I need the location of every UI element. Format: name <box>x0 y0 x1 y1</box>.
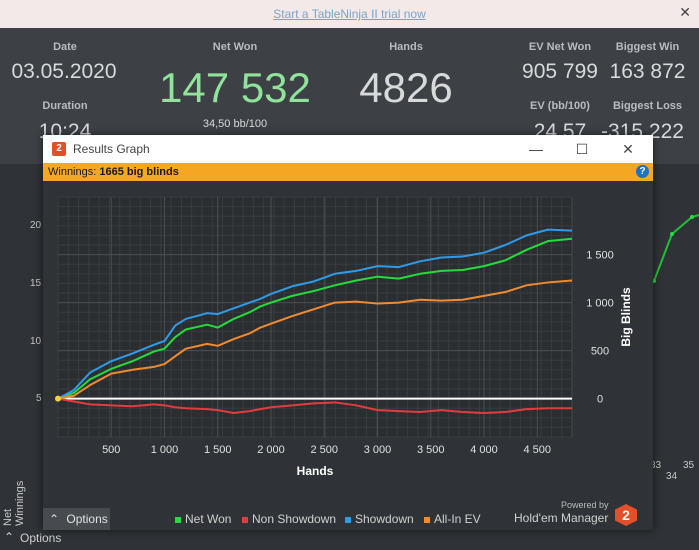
results-chart: 500 1 000 1 500 2 000 2 500 3 000 3 500 4 000 4 … <box>55 196 633 478</box>
duration-label: Duration <box>42 100 88 112</box>
window-titlebar[interactable]: 2 Results Graph — ☐ ✕ <box>43 135 653 163</box>
options-button[interactable]: ⌃ Options <box>43 508 110 530</box>
maximize-button[interactable]: ☐ <box>575 141 589 157</box>
chevron-up-icon: ⌃ <box>49 512 60 526</box>
x-tick-label: 1 500 <box>204 444 232 456</box>
legend-item-net-won: Net Won <box>175 512 231 526</box>
date-value: 03.05.2020 <box>11 60 117 83</box>
promo-close-icon[interactable]: ✕ <box>679 4 691 20</box>
ev-net-won-value: 905 799 <box>522 60 598 83</box>
background-y-tick: 15 <box>30 278 42 289</box>
x-tick-label: 3 000 <box>364 444 392 456</box>
powered-by-label: Powered by <box>561 500 609 510</box>
background-y-tick: 5 <box>36 393 42 404</box>
x-axis-title: Hands <box>297 464 334 478</box>
series-line-net-won <box>57 237 573 400</box>
legend-swatch <box>345 516 351 523</box>
legend-item-all-in-ev: All-In EV <box>424 512 481 526</box>
hm2-logo-icon: 2 <box>615 504 637 526</box>
series-line-showdown <box>57 228 573 400</box>
ev-net-won-label: EV Net Won <box>528 41 592 53</box>
trial-link[interactable]: Start a TableNinja II trial now <box>273 7 426 21</box>
start-marker <box>55 395 61 402</box>
legend-label: Non Showdown <box>252 512 337 526</box>
x-tick-label: 2 500 <box>311 444 339 456</box>
background-x-tick: 35 <box>683 460 695 471</box>
net-won-value: 147 532 <box>159 64 311 111</box>
background-y-tick: 10 <box>30 336 42 347</box>
legend-label: All-In EV <box>434 512 481 526</box>
date-label: Date <box>53 41 77 53</box>
ev-bb100-label: EV (bb/100) <box>530 100 590 112</box>
legend-swatch <box>175 516 181 523</box>
biggest-win-label: Biggest Win <box>615 41 680 53</box>
y-tick-label: 1 500 <box>586 250 614 262</box>
background-options-label: Options <box>20 531 62 545</box>
x-tick-label: 3 500 <box>417 444 445 456</box>
winnings-bar: Winnings: 1665 big blinds ? <box>43 163 653 181</box>
legend-label: Net Won <box>185 512 232 526</box>
legend-label: Showdown <box>355 512 414 526</box>
winnings-label: Winnings: <box>48 166 97 178</box>
series-line-all-in-ev <box>57 279 573 400</box>
options-label: Options <box>66 512 108 526</box>
series-line-non-showdown <box>57 397 572 414</box>
x-tick-label: 2 000 <box>257 444 285 456</box>
help-icon[interactable]: ? <box>636 165 649 178</box>
net-won-bb100: 34,50 bb/100 <box>202 118 268 130</box>
y-tick-label: 0 <box>597 394 603 406</box>
promo-bar: Start a TableNinja II trial now ✕ <box>0 0 699 28</box>
hands-label: Hands <box>389 41 423 53</box>
legend-item-showdown: Showdown <box>345 512 414 526</box>
brand-name: Hold'em Manager <box>514 511 609 525</box>
biggest-win-value: 163 872 <box>609 60 686 83</box>
window-title: Results Graph <box>73 142 150 156</box>
hands-value: 4826 <box>359 64 453 111</box>
x-tick-label: 4 000 <box>470 444 498 456</box>
net-won-label: Net Won <box>212 41 258 53</box>
background-y-tick: 20 <box>30 220 42 231</box>
biggest-loss-label: Biggest Loss <box>612 100 683 112</box>
background-x-tick: 33 <box>650 460 662 471</box>
y-axis-title: Big Blinds <box>619 287 633 347</box>
background-line-fragment <box>652 214 699 283</box>
minimize-button[interactable]: — <box>529 141 543 157</box>
legend-swatch <box>242 516 248 523</box>
background-y-label: Net Winnings <box>2 480 26 526</box>
x-tick-label: 4 500 <box>524 444 552 456</box>
x-tick-label: 500 <box>102 444 120 456</box>
x-tick-label: 1 000 <box>151 444 179 456</box>
app-logo-icon: 2 <box>52 142 66 156</box>
background-x-tick: 34 <box>666 471 678 482</box>
close-button[interactable]: ✕ <box>622 141 634 157</box>
winnings-value: 1665 big blinds <box>99 166 179 178</box>
background-options-button[interactable]: ⌃ Options <box>0 526 80 550</box>
chevron-up-icon: ⌃ <box>4 530 15 544</box>
legend-swatch <box>424 516 430 523</box>
legend-item-non-showdown: Non Showdown <box>242 512 336 526</box>
y-tick-label: 1 000 <box>586 298 614 310</box>
y-tick-label: 500 <box>591 346 609 358</box>
results-graph-window: 2 Results Graph — ☐ ✕ Winnings: 1665 big… <box>43 135 653 530</box>
